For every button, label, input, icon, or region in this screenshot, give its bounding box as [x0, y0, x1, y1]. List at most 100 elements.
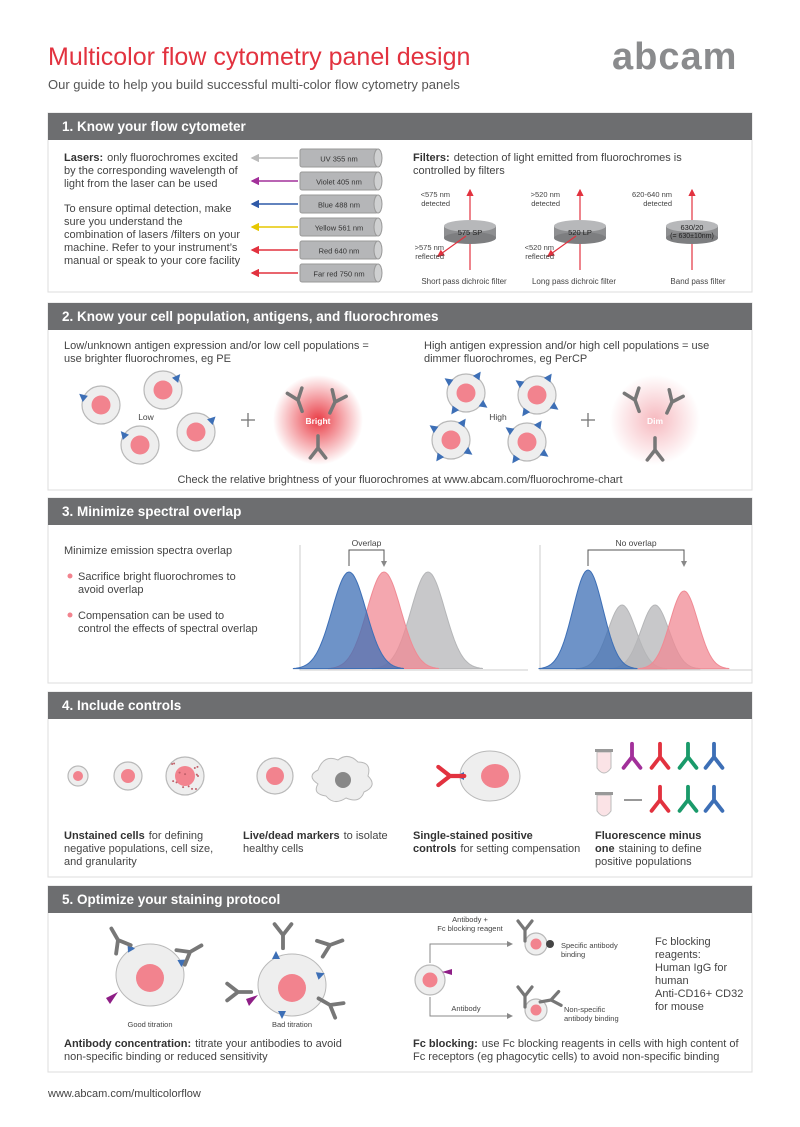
- detection-text: To ensure optimal detection, make sure y…: [64, 203, 241, 267]
- lead: Live/dead markers: [243, 830, 340, 842]
- laser-end: [373, 240, 383, 260]
- nucleus: [530, 938, 542, 950]
- antigen: [472, 371, 481, 381]
- granule: [193, 766, 196, 769]
- label: Far red 750 nm: [313, 270, 364, 279]
- antibody: [272, 922, 294, 951]
- label: Yellow 561 nm: [315, 224, 364, 233]
- granule: [173, 762, 176, 765]
- chart-axes: [539, 545, 752, 671]
- tube: [596, 794, 612, 817]
- nucleus: [527, 385, 547, 405]
- nucleus: [153, 380, 173, 400]
- label: (= 630±10nm): [670, 233, 714, 240]
- label: 1. Know your flow cytometer: [62, 119, 247, 134]
- tube-cap: [595, 749, 613, 752]
- label: detected: [643, 199, 672, 208]
- flow-arrow: [429, 941, 513, 963]
- control-caption: Fluorescence minus one staining to define…: [595, 830, 735, 869]
- laser-end: [373, 217, 383, 237]
- antigen: [315, 972, 325, 980]
- fc-receptor: [442, 969, 452, 975]
- antibody-shape: [308, 434, 328, 460]
- control-caption: Live/dead markers to isolate healthy cell…: [243, 830, 393, 856]
- text: to isolate healthy cells: [243, 830, 388, 855]
- antigen: [272, 951, 280, 959]
- section-header: [48, 886, 752, 913]
- antibody: [516, 919, 534, 943]
- label: 2. Know your cell population, antigens, …: [62, 309, 439, 324]
- connector: [437, 235, 467, 257]
- tube-cap: [595, 792, 613, 795]
- granule: [197, 775, 199, 777]
- antibody-shape: [622, 386, 641, 414]
- antibody-shape: [174, 943, 204, 967]
- antigen: [436, 452, 445, 462]
- blocking-reagent: [546, 940, 554, 948]
- filters-text: Filters: detection of light emitted from …: [413, 152, 703, 178]
- antibody: [174, 943, 204, 967]
- antibody: [622, 386, 641, 414]
- antigen: [533, 420, 542, 430]
- filter-bottom: [666, 232, 718, 244]
- antibody-shape: [703, 741, 725, 770]
- label: Good titration: [127, 1020, 172, 1029]
- label: High: [489, 412, 507, 422]
- antigen: [512, 454, 521, 464]
- text: titrate your antibodies to avoid non-spe…: [64, 1038, 342, 1063]
- antibody: [109, 926, 133, 956]
- antibody-shape: [649, 784, 671, 813]
- antibody: [703, 741, 725, 770]
- text: detection of light emitted from fluoroch…: [413, 152, 682, 177]
- nucleus: [266, 767, 284, 785]
- low-text: Low/unknown antigen expression and/or lo…: [64, 340, 369, 365]
- antibody: [285, 386, 304, 414]
- label: No overlap: [615, 538, 656, 548]
- label: Antibody +: [452, 915, 488, 924]
- antibody: [308, 434, 328, 460]
- section-header: [48, 498, 752, 525]
- bullet: Compensation can be used to control the …: [78, 610, 258, 635]
- laser-end: [373, 194, 383, 214]
- fc-receptor: [246, 995, 258, 1006]
- antigen: [444, 378, 454, 387]
- antibody-shape: [225, 981, 254, 1003]
- antigen: [463, 446, 473, 455]
- logo: abcam: [612, 36, 738, 78]
- label: Blue 488 nm: [318, 201, 360, 210]
- antigen: [549, 401, 559, 410]
- antibody-shape: [516, 985, 534, 1009]
- text: use Fc blocking reagents in cells with h…: [413, 1038, 739, 1063]
- nucleus: [186, 422, 206, 442]
- text: for setting compensation: [460, 843, 581, 855]
- control-caption: Unstained cells for defining negative pop…: [64, 830, 214, 869]
- concentration-caption: Antibody concentration: titrate your anti…: [64, 1038, 364, 1064]
- antibody-shape: [315, 938, 345, 959]
- antibody-shape: [272, 922, 294, 951]
- antigen: [172, 374, 181, 383]
- antigen: [451, 405, 460, 415]
- label: binding: [561, 950, 585, 959]
- granule: [172, 780, 175, 783]
- label: <575 nm: [421, 190, 450, 199]
- lead: Fluorescence minus one: [595, 830, 702, 855]
- antibody-shape: [665, 388, 685, 415]
- granule: [178, 771, 181, 774]
- label: antibody binding: [564, 1014, 619, 1023]
- label: Bad titration: [272, 1020, 312, 1029]
- antibody-shape: [285, 386, 304, 414]
- nucleus: [121, 769, 135, 783]
- spectrum: [637, 590, 730, 670]
- label: reflected: [415, 252, 444, 261]
- antigen: [79, 393, 88, 402]
- antibody: [649, 741, 671, 770]
- antibody: [677, 784, 699, 813]
- page-subtitle: Our guide to help you build successful m…: [48, 77, 460, 92]
- granule: [187, 785, 190, 788]
- laser-end: [373, 263, 383, 283]
- antigen: [522, 407, 531, 417]
- lead: Lasers:: [64, 152, 104, 164]
- label: Low: [138, 412, 154, 422]
- antibody-shape: [328, 388, 348, 415]
